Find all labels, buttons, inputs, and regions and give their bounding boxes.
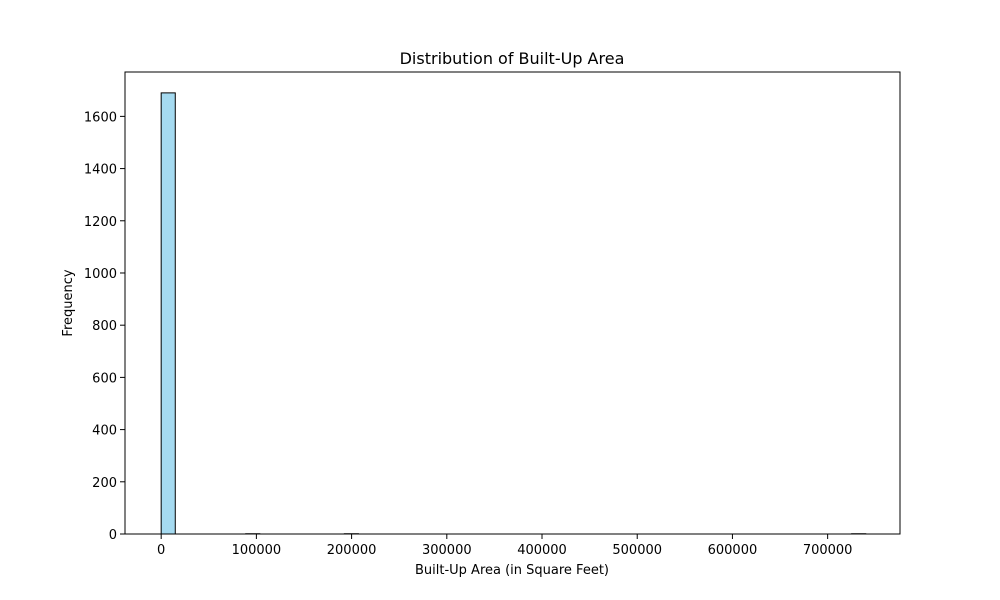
bars-group [160, 92, 867, 535]
histogram-bar [160, 92, 176, 535]
x-tick-label: 400000 [517, 543, 567, 558]
x-tick-label: 200000 [327, 543, 377, 558]
y-tick-label: 1600 [84, 110, 117, 125]
x-axis-ticks: 0 100000 200000 300000 400000 500000 600000 700… [157, 534, 852, 558]
y-tick-label: 200 [92, 476, 117, 491]
y-axis-ticks: 0 200 400 600 800 1000 1200 1400 1600 [84, 110, 125, 543]
y-tick-label: 1000 [84, 267, 117, 282]
y-tick-label: 0 [109, 528, 117, 543]
plot-frame [124, 71, 901, 535]
y-axis-title: Frequency [61, 269, 76, 336]
x-axis-title: Built-Up Area (in Square Feet) [415, 563, 609, 578]
chart-title: Distribution of Built-Up Area [400, 49, 625, 68]
x-tick-label: 500000 [612, 543, 662, 558]
y-tick-label: 400 [92, 424, 117, 439]
y-tick-label: 1400 [84, 163, 117, 178]
x-tick-label: 600000 [708, 543, 758, 558]
x-tick-label: 100000 [232, 543, 282, 558]
y-tick-label: 800 [92, 319, 117, 334]
x-tick-label: 0 [157, 543, 165, 558]
x-tick-label: 300000 [422, 543, 472, 558]
y-tick-label: 1200 [84, 215, 117, 230]
x-tick-label: 700000 [803, 543, 853, 558]
y-tick-label: 600 [92, 371, 117, 386]
